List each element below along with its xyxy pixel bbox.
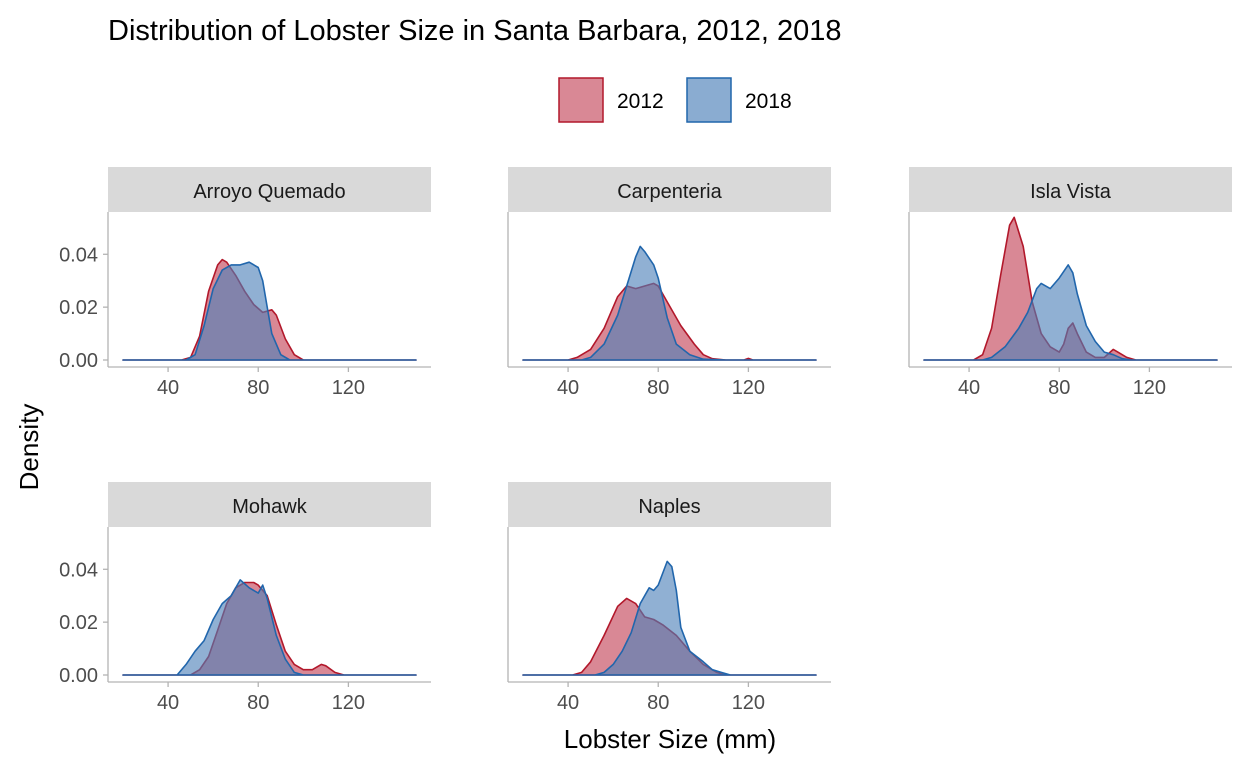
x-tick-label: 40 (157, 377, 179, 399)
x-tick-label: 120 (732, 692, 765, 714)
facet-strip-label: Mohawk (232, 496, 307, 518)
facet-strip (909, 167, 1232, 212)
x-tick-label: 40 (557, 377, 579, 399)
panel-arroyo-quemado: Arroyo Quemado 40 80 120 0.00 0.02 0.04 (59, 167, 431, 399)
facet-strip (508, 167, 831, 212)
x-tick-label: 120 (1133, 377, 1166, 399)
x-tick-label: 120 (332, 692, 365, 714)
density-2018 (122, 261, 417, 361)
panel-naples: Naples 40 80 120 (507, 482, 831, 714)
facet-panels: Arroyo Quemado 40 80 120 0.00 0.02 0.04 Carpent… (59, 167, 1232, 714)
x-tick-label: 80 (247, 692, 269, 714)
density-2018 (923, 264, 1218, 361)
facet-strip (108, 482, 431, 527)
y-tick-label: 0.00 (59, 665, 98, 687)
facet-strip-label: Carpenteria (617, 181, 722, 203)
x-tick-label: 40 (958, 377, 980, 399)
chart-title: Distribution of Lobster Size in Santa Ba… (108, 15, 842, 47)
legend-label-2018: 2018 (745, 90, 792, 113)
x-tick-label: 80 (647, 692, 669, 714)
panel-carpenteria: Carpenteria 40 80 120 (507, 167, 831, 399)
facet-strip (508, 482, 831, 527)
x-axis-title: Lobster Size (mm) (564, 724, 776, 754)
x-tick-label: 80 (647, 377, 669, 399)
legend-key-2012 (558, 77, 604, 123)
legend: 2012 2018 (558, 77, 792, 123)
legend-key-2018 (686, 77, 732, 123)
x-tick-label: 120 (332, 377, 365, 399)
y-tick-label: 0.04 (59, 244, 98, 266)
y-tick-label: 0.04 (59, 559, 98, 581)
panel-isla-vista: Isla Vista 40 80 120 (908, 167, 1232, 399)
y-axis-title: Density (14, 404, 44, 491)
legend-label-2012: 2012 (617, 90, 664, 113)
y-tick-label: 0.02 (59, 297, 98, 319)
facet-strip-label: Arroyo Quemado (193, 181, 345, 203)
x-tick-label: 40 (157, 692, 179, 714)
facet-strip-label: Isla Vista (1030, 181, 1112, 203)
x-tick-label: 120 (732, 377, 765, 399)
facet-strip-label: Naples (638, 496, 700, 518)
panel-mohawk: Mohawk 40 80 120 0.00 0.02 0.04 (59, 482, 431, 714)
x-tick-label: 40 (557, 692, 579, 714)
x-tick-label: 80 (247, 377, 269, 399)
density-2018 (522, 245, 817, 361)
y-tick-label: 0.02 (59, 612, 98, 634)
density-2018 (122, 579, 417, 676)
y-tick-label: 0.00 (59, 350, 98, 372)
density-2018 (522, 560, 817, 676)
facet-strip (108, 167, 431, 212)
x-tick-label: 80 (1048, 377, 1070, 399)
